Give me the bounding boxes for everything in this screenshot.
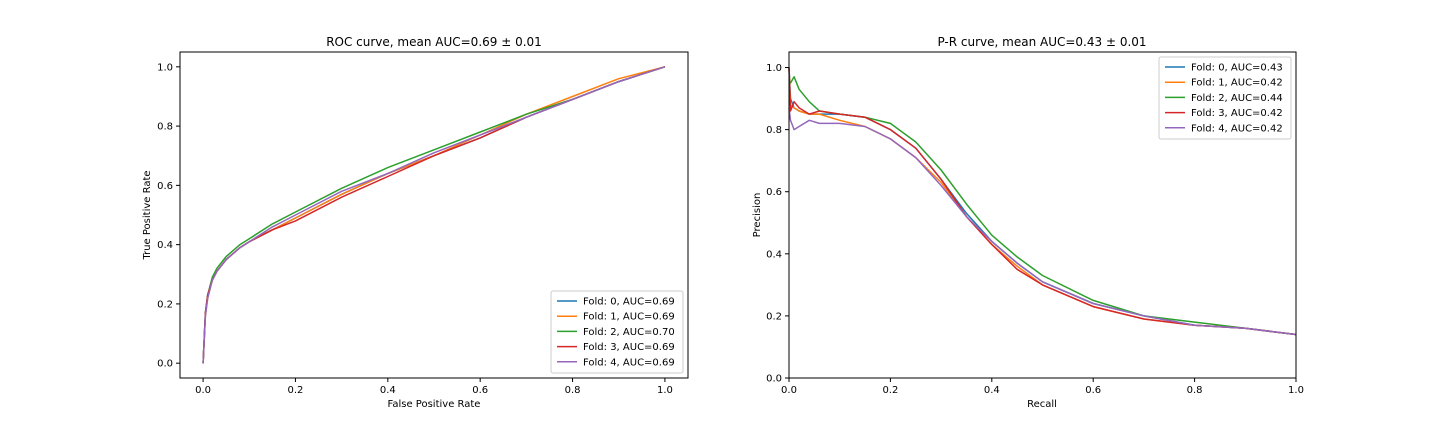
roc-x-tick-label: 0.8 (565, 385, 581, 396)
roc-legend-label: Fold: 2, AUC=0.70 (583, 327, 675, 338)
roc-y-tick-label: 0.4 (157, 240, 173, 251)
roc-legend: Fold: 0, AUC=0.69 Fold: 1, AUC=0.69 Fold: … (550, 290, 684, 374)
pr-x-tick-label: 1.0 (1288, 385, 1304, 396)
pr-y-tick-label: 0.6 (766, 187, 782, 198)
pr-legend: Fold: 0, AUC=0.43 Fold: 1, AUC=0.42 Fold: … (1158, 56, 1292, 140)
pr-y-tick-label: 0.8 (766, 125, 782, 136)
pr-legend-label: Fold: 1, AUC=0.42 (1191, 78, 1283, 89)
roc-y-tick-label: 0.8 (157, 122, 173, 133)
pr-chart: P-R curve, mean AUC=0.43 ± 0.01 0.0 0.2 0.… (752, 35, 1304, 410)
roc-y-tick-label: 0.0 (157, 359, 173, 370)
roc-x-tick-label: 0.0 (195, 385, 211, 396)
roc-axis-ticks: 0.0 0.2 0.4 0.6 0.8 1.0 0.0 0.2 0.4 0.6 0.8 1.0 (157, 62, 673, 396)
roc-legend-label: Fold: 1, AUC=0.69 (583, 312, 675, 323)
pr-axis-ticks: 0.0 0.2 0.4 0.6 0.8 1.0 0.0 0.2 0.4 0.6 0.8 1.0 (766, 63, 1304, 396)
pr-x-tick-label: 0.0 (781, 385, 797, 396)
roc-x-tick-label: 0.4 (380, 385, 396, 396)
pr-legend-label: Fold: 3, AUC=0.42 (1191, 108, 1283, 119)
roc-legend-label: Fold: 3, AUC=0.69 (583, 342, 675, 353)
roc-x-tick-label: 1.0 (657, 385, 673, 396)
pr-x-tick-label: 0.6 (1085, 385, 1101, 396)
roc-plot-frame (179, 51, 689, 379)
pr-y-tick-label: 0.0 (766, 374, 782, 385)
pr-x-tick-label: 0.8 (1187, 385, 1203, 396)
pr-chart-title: P-R curve, mean AUC=0.43 ± 0.01 (937, 35, 1146, 49)
pr-legend-label: Fold: 0, AUC=0.43 (1191, 63, 1283, 74)
pr-y-axis-label: Precision (752, 193, 763, 238)
roc-series-line-fold-4 (202, 66, 666, 364)
roc-y-tick-label: 1.0 (157, 62, 173, 73)
roc-legend-label: Fold: 0, AUC=0.69 (583, 297, 675, 308)
roc-series-layer (202, 66, 666, 364)
roc-chart: ROC curve, mean AUC=0.69 ± 0.01 0.0 0.2 0.… (142, 35, 689, 410)
roc-y-axis-label: True Positive Rate (142, 170, 153, 260)
pr-x-tick-label: 0.4 (984, 385, 1000, 396)
pr-y-tick-label: 1.0 (766, 63, 782, 74)
roc-y-tick-label: 0.2 (157, 299, 173, 310)
roc-legend-box (550, 290, 684, 374)
roc-y-tick-label: 0.6 (157, 181, 173, 192)
pr-legend-box (1158, 56, 1292, 140)
pr-x-tick-label: 0.2 (882, 385, 898, 396)
pr-y-tick-label: 0.2 (766, 311, 782, 322)
pr-x-axis-label: Recall (1027, 399, 1057, 410)
roc-x-axis-label: False Positive Rate (388, 399, 481, 410)
pr-y-tick-label: 0.4 (766, 249, 782, 260)
pr-legend-label: Fold: 4, AUC=0.42 (1191, 123, 1283, 134)
pr-legend-label: Fold: 2, AUC=0.44 (1191, 93, 1283, 104)
pr-plot-frame (788, 51, 1297, 379)
roc-x-tick-label: 0.2 (288, 385, 304, 396)
pr-series-line-fold-4 (788, 107, 1297, 336)
roc-legend-label: Fold: 4, AUC=0.69 (583, 357, 675, 368)
pr-series-layer (788, 67, 1297, 336)
pr-series-line-fold-3 (788, 67, 1297, 336)
roc-x-tick-label: 0.6 (472, 385, 488, 396)
roc-chart-title: ROC curve, mean AUC=0.69 ± 0.01 (326, 35, 542, 49)
